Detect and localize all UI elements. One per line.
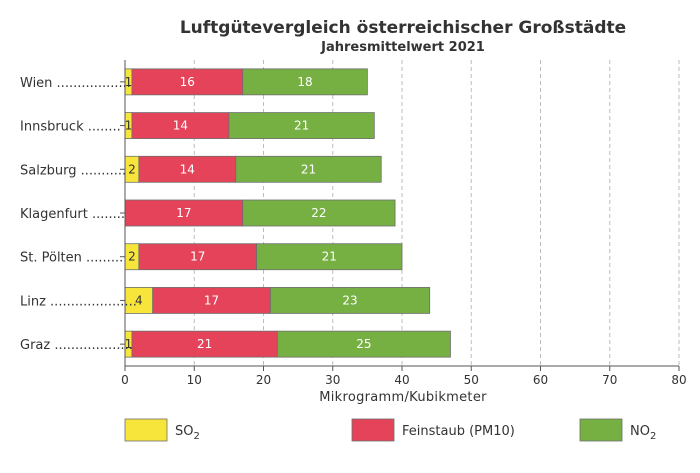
x-tick-label: 30 — [325, 373, 340, 387]
legend-swatch — [579, 418, 623, 442]
x-tick-label: 0 — [121, 373, 129, 387]
legend-label: NO2 — [630, 424, 656, 442]
bar-segment — [256, 243, 403, 271]
bar-segment — [228, 112, 375, 139]
data-label: 4 — [135, 293, 143, 307]
category-label: Salzburg ........... — [20, 163, 126, 178]
bar-segment — [138, 155, 237, 183]
bar-segment — [138, 243, 257, 271]
data-label: 17 — [204, 293, 219, 307]
category-label: Linz ..................... — [20, 294, 137, 309]
bar-segment — [242, 68, 368, 96]
data-label: 14 — [180, 162, 195, 176]
category-label: Wien .................. — [20, 76, 131, 91]
bar-segment — [242, 199, 396, 227]
data-label: 1 — [125, 337, 133, 351]
category-label: Klagenfurt ........ — [20, 207, 125, 222]
chart-subtitle: Jahresmittelwert 2021 — [320, 40, 485, 55]
data-label: 21 — [301, 162, 316, 176]
legend-label: SO2 — [175, 424, 200, 442]
data-label: 16 — [180, 75, 195, 89]
data-label: 1 — [125, 119, 133, 133]
legend-label-subscript: 2 — [650, 431, 656, 442]
data-label: 17 — [176, 206, 191, 220]
legend-swatch — [124, 418, 168, 442]
x-axis-title: Mikrogramm/Kubikmeter — [319, 390, 487, 405]
bar-segment — [276, 330, 451, 358]
grid-lines — [193, 60, 680, 366]
legend-swatch — [351, 418, 395, 442]
x-tick-label: 40 — [394, 373, 409, 387]
data-label: 23 — [342, 293, 357, 307]
data-label: 1 — [125, 75, 133, 89]
data-label: 14 — [173, 119, 188, 133]
legend-label: Feinstaub (PM10) — [402, 424, 515, 439]
axes-layer: 0 10 20 30 40 50 60 70 80 Wien ..................… — [20, 60, 687, 387]
x-tick-label: 70 — [602, 373, 617, 387]
data-label: 18 — [297, 75, 312, 89]
category-label: Innsbruck ........ — [20, 120, 121, 135]
data-label: 25 — [356, 337, 371, 351]
x-tick-label: 80 — [671, 373, 686, 387]
bar-segment — [270, 287, 431, 314]
legend: SO2 Feinstaub (PM10) NO2 — [124, 418, 656, 442]
category-label: Graz ................... — [20, 338, 133, 353]
data-label: 2 — [128, 250, 136, 264]
x-tick-label: 10 — [187, 373, 202, 387]
data-label: 2 — [128, 162, 136, 176]
x-tick-label: 50 — [464, 373, 479, 387]
category-label: St. Pölten ......... — [20, 251, 123, 266]
data-label: 22 — [311, 206, 326, 220]
x-tick-label: 20 — [256, 373, 271, 387]
bar-segment — [131, 68, 244, 96]
legend-label-subscript: 2 — [193, 431, 199, 442]
chart-title: Luftgütevergleich österreichischer Großs… — [180, 18, 626, 38]
data-label: 21 — [322, 250, 337, 264]
data-label: 17 — [190, 250, 205, 264]
data-label: 21 — [294, 119, 309, 133]
x-tick-label: 60 — [533, 373, 548, 387]
data-label: 21 — [197, 337, 212, 351]
bar-segment — [235, 155, 382, 183]
